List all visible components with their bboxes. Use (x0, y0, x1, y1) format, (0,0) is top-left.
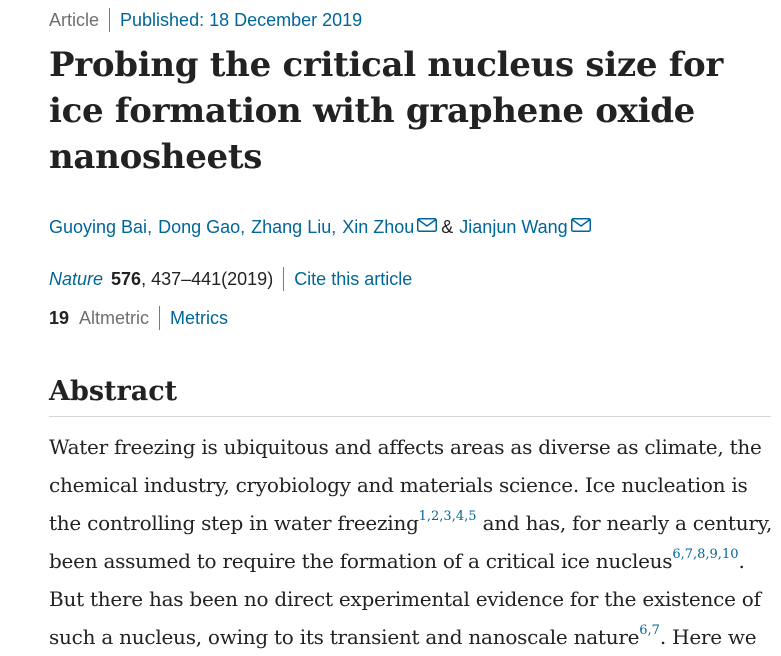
altmetric-label: Altmetric (79, 307, 150, 328)
altmetric-count: 19 (49, 307, 70, 328)
reference-link[interactable]: 6,7,8,9,10 (672, 547, 739, 563)
author-link[interactable]: Jianjun Wang (459, 216, 568, 237)
reference-link[interactable]: 1,2,3,4,5 (418, 509, 477, 525)
author-comma: , (331, 216, 337, 237)
abstract-text: . Here we (659, 625, 757, 649)
abstract-body: Water freezing is ubiquitous and affects… (49, 428, 775, 656)
metrics-row: 19 Altmetric Metrics (49, 304, 228, 332)
citation-row: Nature 576 , 437–441(2019) Cite this art… (49, 265, 412, 293)
journal-pages-year: , 437–441(2019) (141, 268, 274, 289)
abstract-heading: Abstract (49, 376, 178, 407)
article-meta: Article Published: 18 December 2019 (49, 7, 362, 33)
metrics-link[interactable]: Metrics (170, 307, 229, 328)
reference-link[interactable]: 6,7 (639, 623, 660, 639)
cite-this-article-link[interactable]: Cite this article (294, 268, 413, 289)
author-list: Guoying Bai, Dong Gao, Zhang Liu, Xin Zh… (49, 213, 591, 241)
envelope-icon[interactable] (570, 216, 591, 232)
abstract-divider (49, 416, 771, 417)
article-title: Probing the critical nucleus size for ic… (49, 45, 724, 177)
author-link[interactable]: Zhang Liu (251, 216, 332, 237)
author-comma: , (147, 216, 153, 237)
meta-divider (109, 8, 111, 32)
author-link[interactable]: Guoying Bai (49, 216, 148, 237)
published-date: Published: 18 December 2019 (120, 9, 363, 30)
author-link[interactable]: Xin Zhou (342, 216, 415, 237)
abstract-text: . But there has been no direct experimen… (49, 549, 761, 649)
author-comma: , (240, 216, 246, 237)
author-link[interactable]: Dong Gao (158, 216, 241, 237)
journal-volume: 576 (111, 268, 142, 289)
envelope-icon[interactable] (417, 216, 438, 232)
metrics-divider (159, 306, 161, 330)
journal-name: Nature (49, 268, 104, 289)
author-ampersand: & (441, 216, 454, 237)
citation-divider (283, 267, 285, 291)
abstract-text: and has, for nearly a century, been assu… (49, 511, 773, 573)
abstract-text: Water freezing is ubiquitous and affects… (49, 435, 762, 535)
article-type: Article (49, 9, 100, 30)
